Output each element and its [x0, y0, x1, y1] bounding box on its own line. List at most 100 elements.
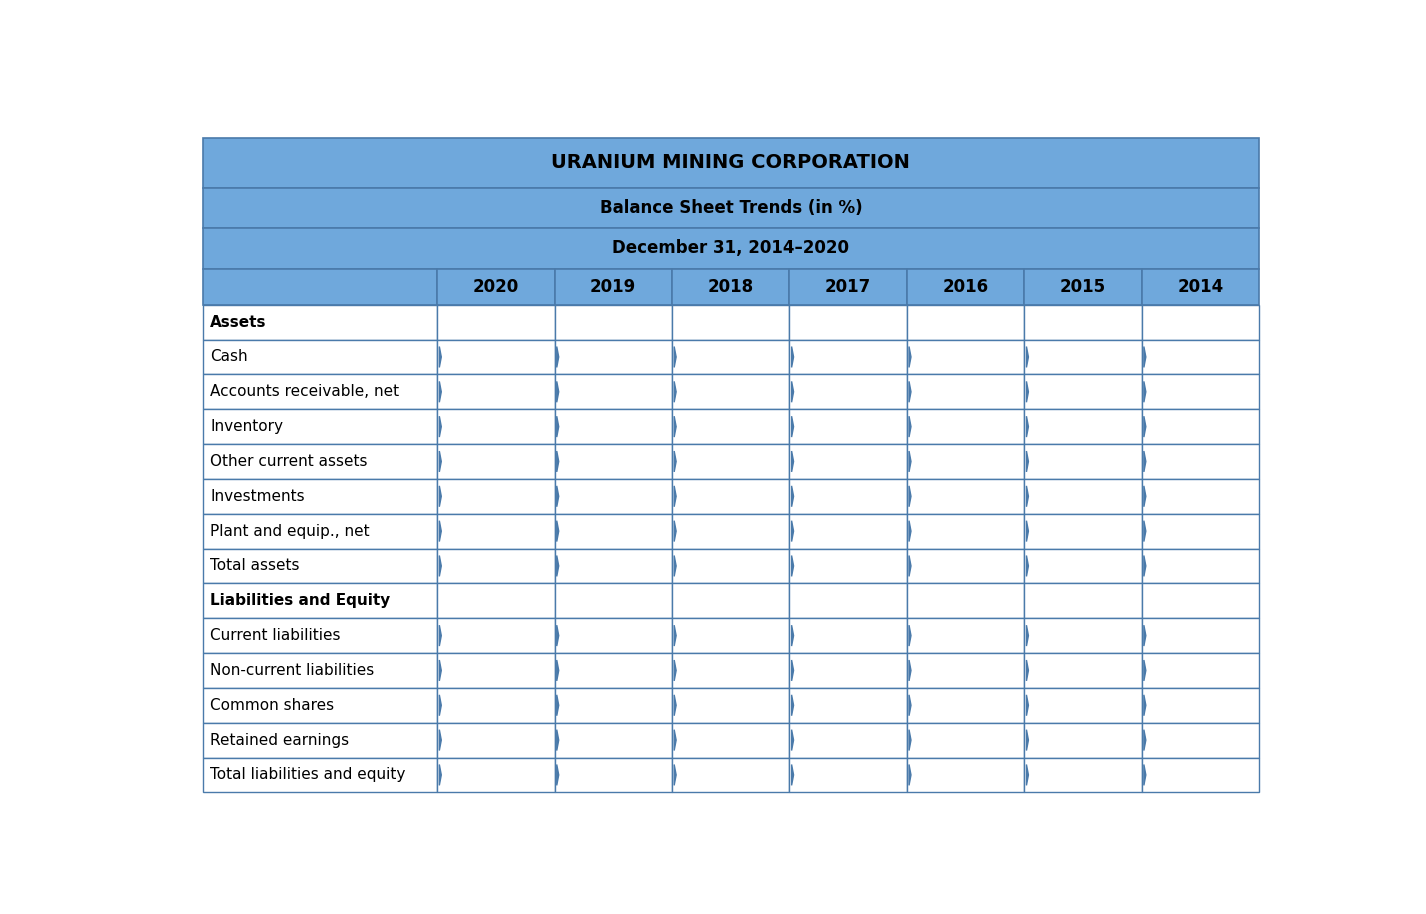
- Bar: [907, 444, 1024, 479]
- Polygon shape: [908, 521, 911, 542]
- Polygon shape: [1144, 521, 1147, 542]
- Bar: [790, 375, 907, 409]
- Polygon shape: [1144, 486, 1147, 506]
- Polygon shape: [908, 416, 911, 437]
- Bar: [1142, 444, 1259, 479]
- Bar: [438, 548, 555, 583]
- Text: Total assets: Total assets: [210, 558, 299, 573]
- Bar: [672, 548, 790, 583]
- Polygon shape: [674, 521, 676, 542]
- Polygon shape: [439, 486, 441, 506]
- Bar: [1024, 583, 1142, 618]
- Polygon shape: [674, 625, 676, 646]
- Polygon shape: [556, 695, 559, 716]
- Bar: [672, 758, 790, 792]
- Bar: [438, 444, 555, 479]
- Bar: [438, 304, 555, 340]
- Text: Current liabilities: Current liabilities: [210, 628, 341, 643]
- Polygon shape: [908, 729, 911, 750]
- Bar: [1142, 269, 1259, 304]
- Polygon shape: [439, 346, 441, 367]
- Bar: [438, 375, 555, 409]
- Polygon shape: [439, 729, 441, 750]
- Bar: [438, 653, 555, 688]
- Polygon shape: [439, 521, 441, 542]
- Bar: [1024, 758, 1142, 792]
- Polygon shape: [674, 416, 676, 437]
- Bar: [202, 479, 438, 514]
- Text: Non-current liabilities: Non-current liabilities: [210, 663, 375, 678]
- Bar: [555, 653, 672, 688]
- Bar: [202, 409, 438, 444]
- Bar: [555, 548, 672, 583]
- Polygon shape: [674, 660, 676, 681]
- Bar: [438, 479, 555, 514]
- Polygon shape: [556, 729, 559, 750]
- Polygon shape: [1027, 486, 1028, 506]
- Bar: [790, 479, 907, 514]
- Polygon shape: [791, 486, 793, 506]
- Bar: [907, 583, 1024, 618]
- Bar: [790, 583, 907, 618]
- Bar: [1142, 583, 1259, 618]
- Bar: [202, 723, 438, 758]
- Polygon shape: [674, 486, 676, 506]
- Polygon shape: [1027, 521, 1028, 542]
- Bar: [438, 340, 555, 375]
- Bar: [438, 409, 555, 444]
- Bar: [1024, 653, 1142, 688]
- Polygon shape: [1027, 346, 1028, 367]
- Bar: [1024, 304, 1142, 340]
- Text: December 31, 2014–2020: December 31, 2014–2020: [612, 239, 850, 258]
- Bar: [202, 187, 1259, 228]
- Text: 2014: 2014: [1178, 278, 1224, 296]
- Polygon shape: [908, 346, 911, 367]
- Bar: [1142, 340, 1259, 375]
- Bar: [790, 269, 907, 304]
- Polygon shape: [908, 556, 911, 577]
- Bar: [672, 340, 790, 375]
- Bar: [907, 375, 1024, 409]
- Polygon shape: [1144, 416, 1147, 437]
- Polygon shape: [1144, 625, 1147, 646]
- Bar: [1142, 375, 1259, 409]
- Bar: [1024, 688, 1142, 723]
- Text: Cash: Cash: [210, 349, 248, 365]
- Polygon shape: [439, 451, 441, 472]
- Polygon shape: [1027, 625, 1028, 646]
- Bar: [202, 688, 438, 723]
- Text: 2018: 2018: [707, 278, 754, 296]
- Polygon shape: [674, 381, 676, 402]
- Polygon shape: [908, 764, 911, 785]
- Polygon shape: [908, 695, 911, 716]
- Polygon shape: [791, 695, 793, 716]
- Polygon shape: [1144, 695, 1147, 716]
- Bar: [202, 138, 1259, 187]
- Bar: [1024, 514, 1142, 548]
- Bar: [555, 723, 672, 758]
- Bar: [202, 653, 438, 688]
- Bar: [202, 548, 438, 583]
- Polygon shape: [556, 486, 559, 506]
- Bar: [1142, 514, 1259, 548]
- Polygon shape: [1144, 451, 1147, 472]
- Polygon shape: [1027, 416, 1028, 437]
- Bar: [555, 479, 672, 514]
- Polygon shape: [1144, 381, 1147, 402]
- Bar: [672, 653, 790, 688]
- Bar: [790, 340, 907, 375]
- Bar: [672, 269, 790, 304]
- Bar: [672, 375, 790, 409]
- Polygon shape: [908, 381, 911, 402]
- Bar: [1142, 688, 1259, 723]
- Bar: [202, 269, 438, 304]
- Polygon shape: [674, 764, 676, 785]
- Polygon shape: [1027, 660, 1028, 681]
- Bar: [907, 514, 1024, 548]
- Bar: [1024, 548, 1142, 583]
- Polygon shape: [674, 346, 676, 367]
- Polygon shape: [1027, 556, 1028, 577]
- Bar: [907, 723, 1024, 758]
- Polygon shape: [556, 521, 559, 542]
- Polygon shape: [791, 521, 793, 542]
